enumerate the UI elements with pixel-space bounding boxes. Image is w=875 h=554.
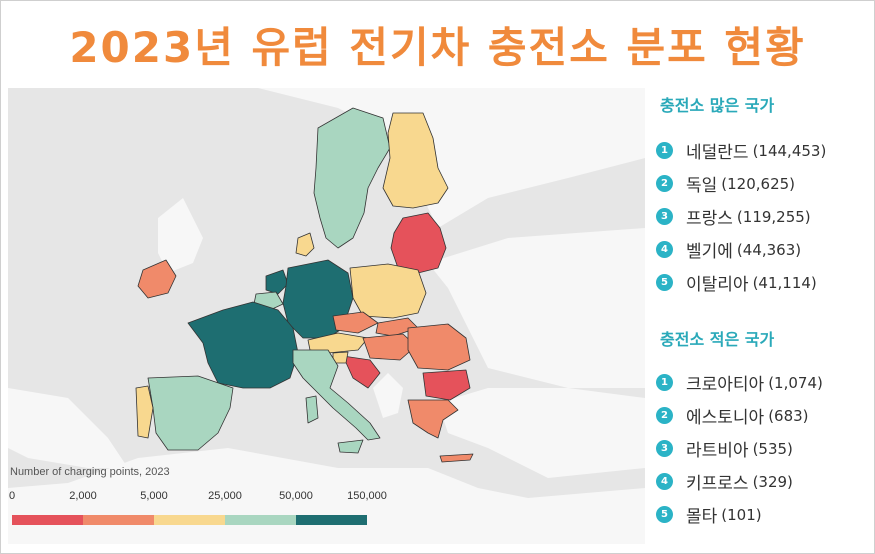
list-item: 1 네덜란드 (144,453) (656, 134, 826, 167)
region-portugal (135, 385, 154, 439)
region-bulgaria (422, 369, 471, 401)
legend-ticks: 0 2,000 5,000 25,000 50,000 150,000 (0, 490, 420, 504)
page-title: 2023년 유럽 전기차 충전소 분포 현황 (69, 23, 806, 72)
rank-badge: 5 (656, 506, 673, 523)
country-value: (535) (752, 439, 793, 458)
rank-badge: 1 (656, 142, 673, 159)
country-name: 에스토니아 (686, 408, 765, 428)
region-spain (147, 375, 234, 451)
country-value: (683) (768, 406, 809, 425)
legend-tick: 0 (8, 490, 16, 502)
list-item: 4 키프로스 (329) (656, 465, 823, 498)
rank-badge: 3 (656, 208, 673, 225)
region-czechia (332, 311, 379, 334)
country-value: (101) (721, 505, 762, 524)
country-name: 벨기에 (686, 242, 733, 262)
region-ireland (137, 259, 177, 299)
legend-tick: 2,000 (69, 490, 97, 502)
legend-tick: 150,000 (347, 490, 387, 502)
region-finland (382, 112, 449, 209)
legend-swatch (225, 515, 296, 525)
list-item: 2 독일 (120,625) (656, 167, 826, 200)
region-denmark (295, 232, 315, 257)
country-name: 키프로스 (686, 474, 749, 494)
region-sweden (313, 107, 391, 249)
top-heading: 충전소 많은 국가 (660, 96, 775, 115)
legend-title: Number of charging points, 2023 (10, 466, 170, 478)
list-item: 2 에스토니아 (683) (656, 399, 823, 432)
legend-swatch (296, 515, 367, 525)
region-slovakia (375, 317, 419, 337)
region-poland (349, 263, 427, 319)
list-item: 4 벨기에 (44,363) (656, 233, 826, 266)
legend-swatch (12, 515, 83, 525)
region-sardinia (305, 395, 319, 424)
country-value: (41,114) (752, 273, 817, 292)
europe-map (8, 88, 645, 544)
top-list: 1 네덜란드 (144,453) 2 독일 (120,625) 3 프랑스 (119,255… (656, 134, 826, 299)
rank-badge: 2 (656, 175, 673, 192)
region-italy (292, 349, 381, 441)
region-netherlands (265, 269, 289, 295)
region-croatia (342, 355, 381, 389)
legend-tick: 25,000 (208, 490, 242, 502)
country-name: 이탈리아 (686, 275, 749, 295)
rank-badge: 4 (656, 473, 673, 490)
legend-swatch (154, 515, 225, 525)
country-value: (1,074) (768, 373, 823, 392)
bottom-heading: 충전소 적은 국가 (660, 330, 775, 349)
list-item: 5 이탈리아 (41,114) (656, 266, 826, 299)
country-value: (329) (752, 472, 793, 491)
country-name: 프랑스 (686, 209, 733, 229)
bottom-list: 1 크로아티아 (1,074) 2 에스토니아 (683) 3 라트비아 (535) 4 키프… (656, 366, 823, 531)
list-item: 3 라트비아 (535) (656, 432, 823, 465)
country-name: 크로아티아 (686, 375, 765, 395)
country-value: (44,363) (736, 240, 802, 259)
legend-tick: 50,000 (279, 490, 313, 502)
country-value: (119,255) (736, 207, 811, 226)
list-item: 1 크로아티아 (1,074) (656, 366, 823, 399)
country-value: (120,625) (721, 174, 796, 193)
country-name: 라트비아 (686, 441, 749, 461)
region-france (187, 301, 299, 389)
rank-badge: 4 (656, 241, 673, 258)
list-item: 5 몰타 (101) (656, 498, 823, 531)
country-name: 몰타 (686, 507, 718, 527)
rank-badge: 1 (656, 374, 673, 391)
region-crete (439, 453, 474, 463)
list-item: 3 프랑스 (119,255) (656, 200, 826, 233)
rank-badge: 5 (656, 274, 673, 291)
legend-color-scale (12, 515, 367, 525)
country-value: (144,453) (752, 141, 827, 160)
rank-badge: 2 (656, 407, 673, 424)
legend-tick: 5,000 (140, 490, 168, 502)
region-hungary (362, 333, 417, 361)
country-name: 네덜란드 (686, 143, 749, 163)
country-name: 독일 (686, 176, 718, 196)
region-greece (407, 399, 459, 439)
region-sicily (337, 439, 364, 454)
legend-swatch (83, 515, 154, 525)
region-baltics (390, 212, 447, 274)
rank-badge: 3 (656, 440, 673, 457)
region-romania (407, 323, 471, 371)
